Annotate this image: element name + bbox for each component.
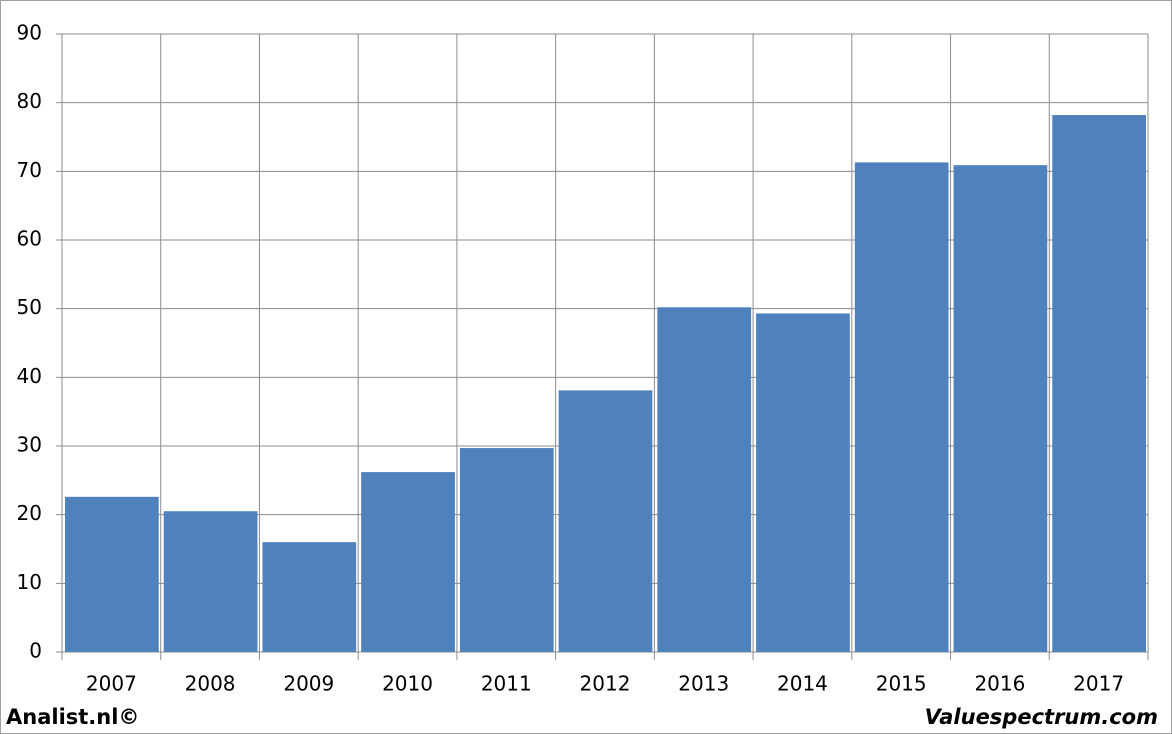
y-tick-label: 0 xyxy=(29,639,42,663)
footer-right: Valuespectrum.com xyxy=(925,705,1158,729)
x-tick-label: 2010 xyxy=(382,672,433,696)
footer-left: Analist.nl© xyxy=(6,705,139,729)
x-tick-label: 2009 xyxy=(283,672,334,696)
x-tick-label: 2014 xyxy=(777,672,828,696)
bar xyxy=(1052,115,1146,652)
y-tick-label: 20 xyxy=(17,501,42,525)
bar xyxy=(854,162,949,652)
y-tick-label: 50 xyxy=(17,295,42,319)
x-tick-label: 2012 xyxy=(580,672,631,696)
bar xyxy=(262,542,357,652)
bar xyxy=(756,313,850,652)
bar xyxy=(65,496,159,652)
bar xyxy=(361,472,455,652)
y-tick-label: 30 xyxy=(17,433,42,457)
bar xyxy=(953,165,1048,653)
x-tick-label: 2007 xyxy=(86,672,137,696)
bar xyxy=(558,390,653,652)
bar xyxy=(657,307,752,652)
x-tick-label: 2008 xyxy=(185,672,236,696)
x-tick-label: 2016 xyxy=(974,672,1025,696)
y-tick-label: 70 xyxy=(17,158,42,182)
x-tick-label: 2011 xyxy=(481,672,532,696)
bar xyxy=(163,511,258,652)
y-tick-label: 60 xyxy=(17,227,42,251)
y-tick-label: 90 xyxy=(17,21,42,45)
y-tick-label: 40 xyxy=(17,364,42,388)
x-tick-label: 2015 xyxy=(876,672,927,696)
y-tick-label: 80 xyxy=(17,89,42,113)
x-tick-label: 2013 xyxy=(678,672,729,696)
bar xyxy=(459,448,554,652)
x-tick-label: 2017 xyxy=(1073,672,1124,696)
y-tick-label: 10 xyxy=(17,570,42,594)
